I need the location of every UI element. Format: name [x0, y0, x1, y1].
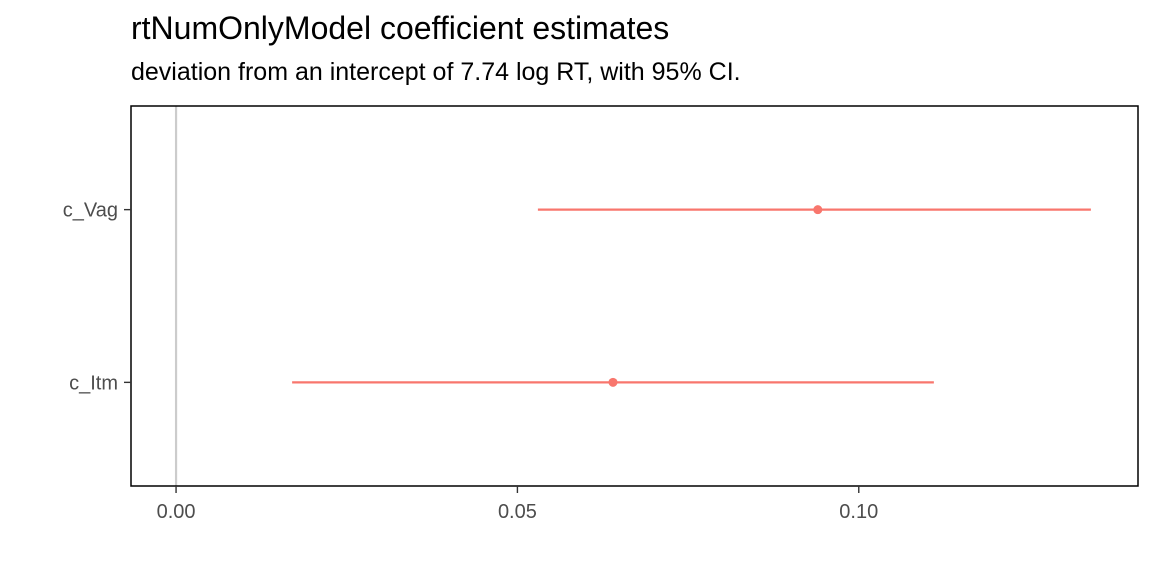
estimates-layer — [292, 205, 1091, 387]
estimate-point-c_Vag — [813, 205, 823, 215]
y-tick-label: c_Itm — [69, 372, 118, 394]
estimate-point-c_Itm — [608, 377, 618, 387]
panel-border — [130, 105, 1139, 487]
chart-title: rtNumOnlyModel coefficient estimates — [131, 10, 670, 46]
x-tick-label: 0.00 — [157, 501, 196, 523]
chart-subtitle: deviation from an intercept of 7.74 log … — [131, 58, 741, 86]
y-tick-label: c_Vag — [63, 200, 118, 222]
x-tick-label: 0.10 — [839, 501, 878, 523]
y-axis: c_Itm c_Vag — [63, 200, 131, 394]
x-axis: 0.00 0.05 0.10 — [157, 486, 878, 523]
x-tick-label: 0.05 — [498, 501, 537, 523]
